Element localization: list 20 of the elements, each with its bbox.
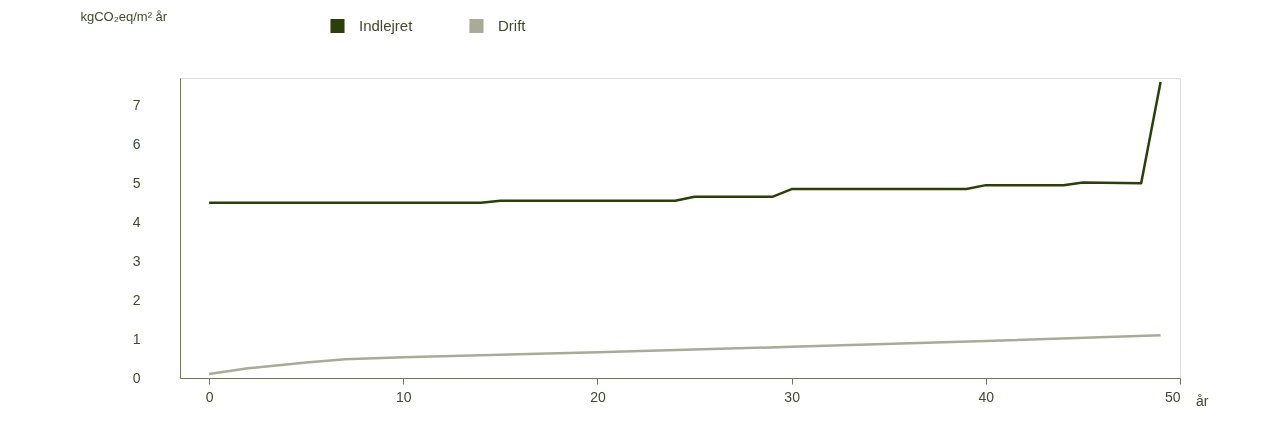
line-series <box>207 333 1162 376</box>
y-tick-label: 0 <box>132 369 141 386</box>
x-axis-title: år <box>1196 392 1209 409</box>
y-tick-label: 4 <box>132 213 141 230</box>
x-tick-label: 0 <box>205 388 214 405</box>
y-tick-label: 3 <box>132 252 141 269</box>
y-tick-label: 7 <box>132 96 141 113</box>
line-series <box>207 80 1162 204</box>
legend-label: Drift <box>498 16 527 34</box>
x-tick-label: 30 <box>784 388 801 405</box>
y-tick-label: 6 <box>132 135 141 152</box>
y-tick-label: 5 <box>132 174 141 191</box>
legend-label: Indlejret <box>359 16 414 34</box>
x-tick-label: 20 <box>590 388 606 405</box>
x-tick-label: 50 <box>1164 388 1181 405</box>
y-axis-title: kgCO₂eq/m² år <box>80 8 168 24</box>
y-tick-label: 2 <box>132 291 141 308</box>
x-tick-label: 40 <box>978 388 995 405</box>
x-tick-label: 10 <box>396 388 412 405</box>
y-tick-label: 1 <box>132 330 141 347</box>
